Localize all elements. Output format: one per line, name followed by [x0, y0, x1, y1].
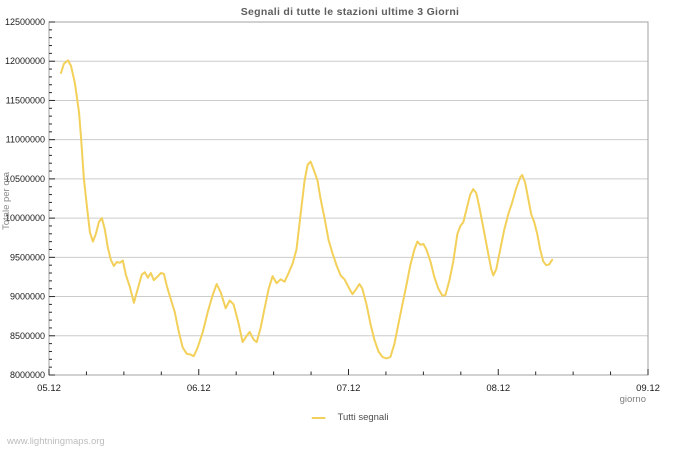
y-tick-label: 12500000 — [5, 17, 45, 27]
x-tick-label: 05.12 — [37, 383, 61, 394]
y-axis-title: Totale per ora — [1, 171, 12, 231]
y-tick-label: 8500000 — [10, 331, 45, 341]
y-tick-label: 11500000 — [6, 95, 45, 105]
gridlines — [49, 60, 648, 337]
axis-ticks — [48, 21, 649, 376]
x-tick-label: 06.12 — [187, 383, 211, 394]
y-tick-label: 10500000 — [5, 174, 45, 184]
x-tick-label: 09.12 — [636, 383, 660, 394]
y-tick-label: 10000000 — [5, 213, 45, 223]
tick-labels: 8000000 8500000 9000000 9500000 10000000 1050… — [5, 17, 660, 394]
watermark: www.lightningmaps.org — [7, 436, 105, 447]
y-tick-label: 8000000 — [10, 370, 45, 380]
chart-title: Segnali di tutte le stazioni ultime 3 Gi… — [240, 6, 460, 18]
y-tick-label: 9500000 — [10, 252, 45, 262]
plot-frame — [48, 21, 649, 376]
signal-line — [60, 59, 554, 360]
legend-label: Tutti segnali — [337, 412, 389, 423]
y-tick-label: 12000000 — [5, 56, 45, 66]
x-tick-label: 07.12 — [337, 383, 361, 394]
legend-line-swatch — [311, 416, 326, 419]
y-tick-label: 9000000 — [10, 292, 45, 302]
x-tick-label: 08.12 — [486, 383, 510, 394]
y-tick-label: 11000000 — [6, 135, 45, 145]
x-axis-title: giorno — [619, 394, 646, 405]
legend: Tutti segnali — [311, 412, 389, 423]
